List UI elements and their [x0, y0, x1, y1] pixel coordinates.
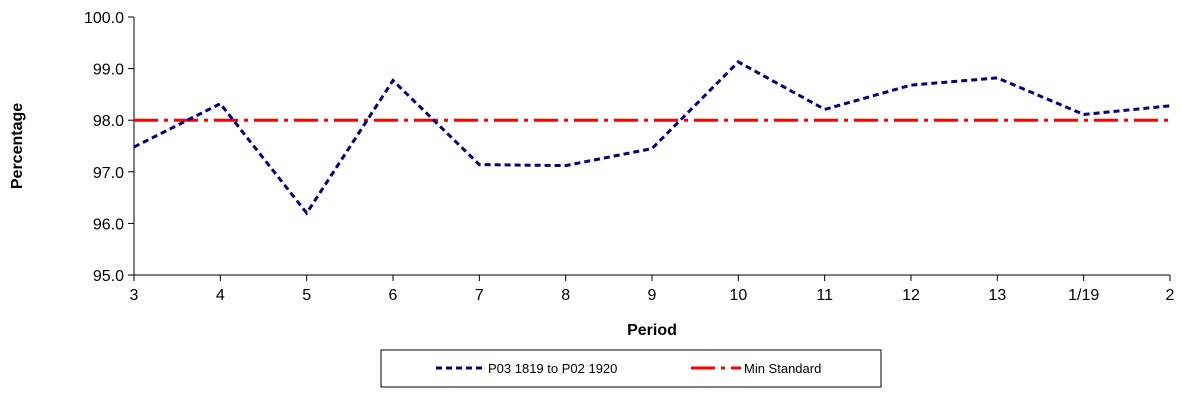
y-axis-title: Percentage [9, 103, 26, 189]
x-tick-label: 2 [1166, 287, 1175, 304]
y-tick-label: 99.0 [93, 62, 124, 79]
axes-layer [133, 17, 1170, 276]
x-tick-label: 6 [389, 287, 398, 304]
legend-box [380, 349, 882, 388]
y-ticks-layer: 95.0 96.0 97.0 98.0 99.0 100.0 [84, 10, 134, 285]
x-tick-label: 8 [561, 287, 570, 304]
x-tick-label: 9 [648, 287, 657, 304]
x-tick-label: 13 [988, 287, 1006, 304]
y-tick-label: 95.0 [93, 268, 124, 285]
y-tick-label: 98.0 [93, 113, 124, 130]
legend-label-p03-1819-to-p02-1920: P03 1819 to P02 1920 [488, 361, 617, 376]
x-axis-title: Period [627, 322, 677, 339]
x-tick-label: 11 [816, 287, 833, 304]
legend-label-min-standard: Min Standard [744, 361, 821, 376]
x-tick-label: 1/19 [1068, 287, 1099, 304]
y-tick-label: 100.0 [84, 10, 124, 27]
x-tick-label: 12 [902, 287, 920, 304]
x-tick-label: 5 [302, 287, 311, 304]
x-tick-label: 10 [729, 287, 747, 304]
legend: P03 1819 to P02 1920 Min Standard [380, 349, 882, 388]
x-ticks-layer: 3 4 5 6 7 8 9 10 11 12 13 1/19 2 [130, 275, 1175, 304]
y-tick-label: 96.0 [93, 216, 124, 233]
x-tick-label: 4 [216, 287, 225, 304]
series-layer [133, 60, 1171, 216]
series-line-p03-1819-to-p02-1920 [133, 60, 1171, 216]
x-tick-label: 3 [130, 287, 139, 304]
y-tick-label: 97.0 [93, 165, 124, 182]
x-tick-label: 7 [475, 287, 484, 304]
